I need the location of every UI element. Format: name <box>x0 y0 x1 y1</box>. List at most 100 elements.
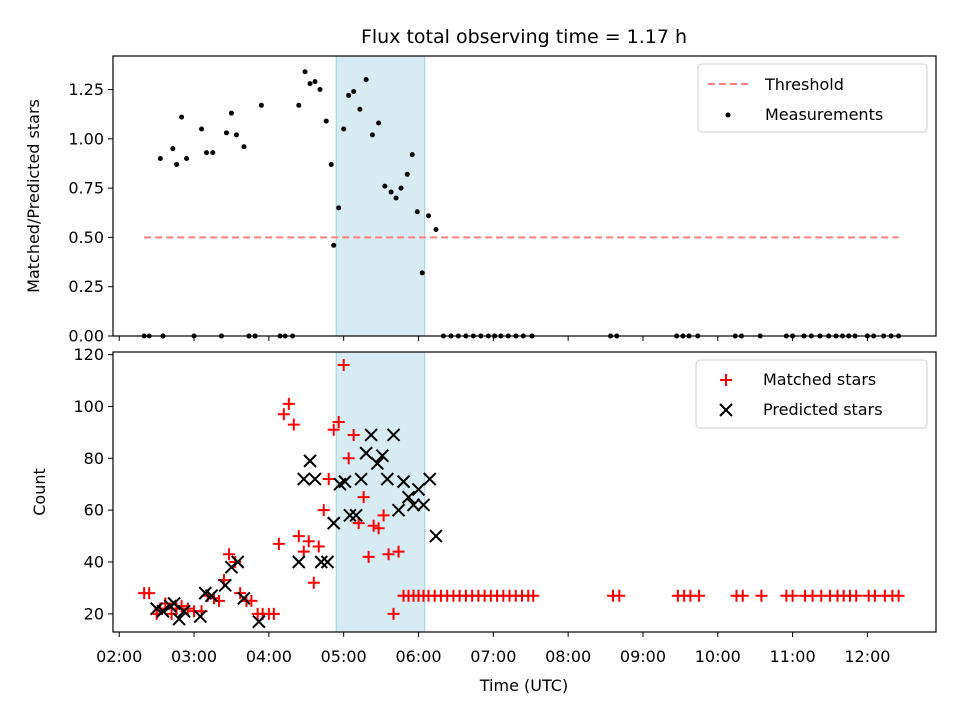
predicted-star-marker <box>416 498 431 512</box>
predicted-star-marker <box>177 604 191 618</box>
measurement-point <box>433 227 439 233</box>
matched-star-marker <box>307 576 320 589</box>
matched-star-marker <box>277 408 290 421</box>
top-y-tick-label: 0.25 <box>68 277 104 296</box>
predicted-star-marker <box>391 503 406 517</box>
measurement-point <box>363 77 369 83</box>
measurement-point <box>157 156 163 162</box>
predicted-star-marker <box>423 472 437 486</box>
bottom-legend: Matched stars Predicted stars <box>695 359 928 429</box>
measurement-point <box>241 144 247 150</box>
measurement-point <box>223 130 229 136</box>
measurement-point <box>258 102 264 108</box>
matched-star-marker <box>234 587 247 600</box>
matched-star-marker <box>786 589 799 602</box>
matched-star-marker <box>850 589 863 602</box>
predicted-star-marker <box>370 456 385 471</box>
matched-star-marker <box>292 530 305 543</box>
predicted-star-marker <box>237 591 251 606</box>
measurement-point <box>351 88 357 94</box>
predicted-star-marker <box>396 474 411 489</box>
top-x-ticks <box>118 336 868 341</box>
measurement-point <box>419 270 425 276</box>
bottom-legend-matched-label: Matched stars <box>763 370 876 389</box>
bottom-y-tick-label: 60 <box>84 501 104 520</box>
top-y-tick-label: 0.00 <box>68 327 104 346</box>
predicted-star-marker <box>252 614 266 629</box>
bottom-y-tick-label: 40 <box>84 553 104 572</box>
predicted-star-marker <box>375 448 390 463</box>
measurement-point <box>346 92 352 98</box>
matched-star-marker <box>222 548 235 561</box>
matched-star-marker <box>143 587 156 600</box>
measurement-point <box>425 213 431 219</box>
matched-star-marker <box>377 509 390 522</box>
measurement-point <box>336 205 342 211</box>
matched-star-marker <box>312 540 325 553</box>
measurement-point <box>323 118 329 124</box>
measurement-point <box>296 102 302 108</box>
bottom-legend-predicted-label: Predicted stars <box>763 400 883 419</box>
bottom-panel: 20 40 60 80 100 120 02:00 03:00 04:00 05:00 06:00… <box>30 345 937 695</box>
bottom-legend-box <box>695 359 928 429</box>
matched-star-marker <box>736 589 749 602</box>
predicted-star-marker <box>364 428 378 442</box>
predicted-star-marker <box>349 508 363 523</box>
bottom-marks <box>138 358 905 629</box>
measurement-point <box>210 150 216 156</box>
bottom-x-tick-label: 11:00 <box>770 647 816 666</box>
bottom-x-tick-label: 06:00 <box>395 647 441 666</box>
measurement-point <box>228 110 234 116</box>
bottom-x-tick-label: 10:00 <box>695 647 741 666</box>
predicted-star-marker <box>338 474 352 489</box>
top-legend-measurements-swatch <box>725 112 731 118</box>
bottom-x-ticks: 02:00 03:00 04:00 05:00 06:00 07:00 08:00 09:00… <box>96 632 890 666</box>
top-y-tick-label: 1.25 <box>68 80 104 99</box>
measurement-point <box>393 195 399 201</box>
predicted-star-marker <box>156 604 170 618</box>
top-y-ticks: 0.00 0.25 0.50 0.75 1.00 1.25 <box>68 80 113 346</box>
predicted-star-marker <box>308 472 322 486</box>
bottom-y-axis-label: Count <box>30 468 49 516</box>
predicted-star-marker <box>406 498 421 512</box>
matched-star-marker <box>693 589 706 602</box>
top-legend: Threshold Measurements <box>697 63 928 133</box>
top-y-tick-label: 0.75 <box>68 179 104 198</box>
predicted-star-marker <box>354 472 368 486</box>
predicted-star-marker <box>411 482 426 497</box>
matched-star-marker <box>302 535 315 548</box>
predicted-star-marker <box>386 428 401 442</box>
matched-star-marker <box>272 537 285 550</box>
matched-star-marker <box>212 594 225 607</box>
matched-star-marker <box>287 418 300 431</box>
predicted-star-marker <box>167 596 181 611</box>
predicted-star-marker <box>320 555 335 569</box>
measurement-point <box>404 171 410 177</box>
measurement-point <box>179 114 185 120</box>
measurement-point <box>414 209 420 215</box>
matched-star-marker <box>392 545 405 558</box>
measurement-point <box>312 79 318 85</box>
measurement-point <box>369 132 375 138</box>
predicted-star-marker <box>327 516 341 530</box>
bottom-plot-frame <box>112 351 937 633</box>
predicted-star-marker <box>193 609 207 624</box>
predicted-star-marker <box>172 612 186 626</box>
matched-star-marker <box>362 550 375 563</box>
bottom-x-tick-label: 12:00 <box>844 647 890 666</box>
matched-star-marker <box>317 504 330 517</box>
bottom-x-tick-label: 07:00 <box>470 647 516 666</box>
bottom-x-tick-label: 09:00 <box>620 647 666 666</box>
measurement-point <box>388 189 394 195</box>
measurement-point <box>317 87 323 93</box>
top-panel: 0.00 0.25 0.50 0.75 1.00 1.25 Matched/Predict… <box>24 55 937 346</box>
measurement-point <box>328 161 334 167</box>
measurement-point <box>398 185 404 191</box>
measurement-point <box>170 146 176 152</box>
matched-star-marker <box>387 607 400 620</box>
matched-star-marker <box>382 548 395 561</box>
measurement-point <box>341 126 347 132</box>
top-plot-frame <box>112 55 937 337</box>
top-shaded-region <box>335 55 426 337</box>
